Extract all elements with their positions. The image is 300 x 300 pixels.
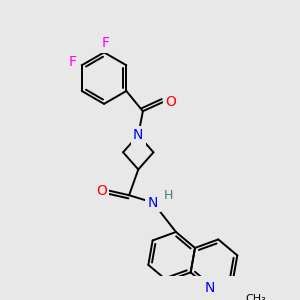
Text: N: N [205,281,215,295]
Text: F: F [69,55,76,69]
Text: N: N [133,128,143,142]
Text: O: O [96,184,107,198]
Text: N: N [148,196,158,210]
Text: H: H [164,189,173,202]
Text: F: F [102,36,110,50]
Text: O: O [165,95,176,109]
Text: CH₃: CH₃ [245,294,266,300]
